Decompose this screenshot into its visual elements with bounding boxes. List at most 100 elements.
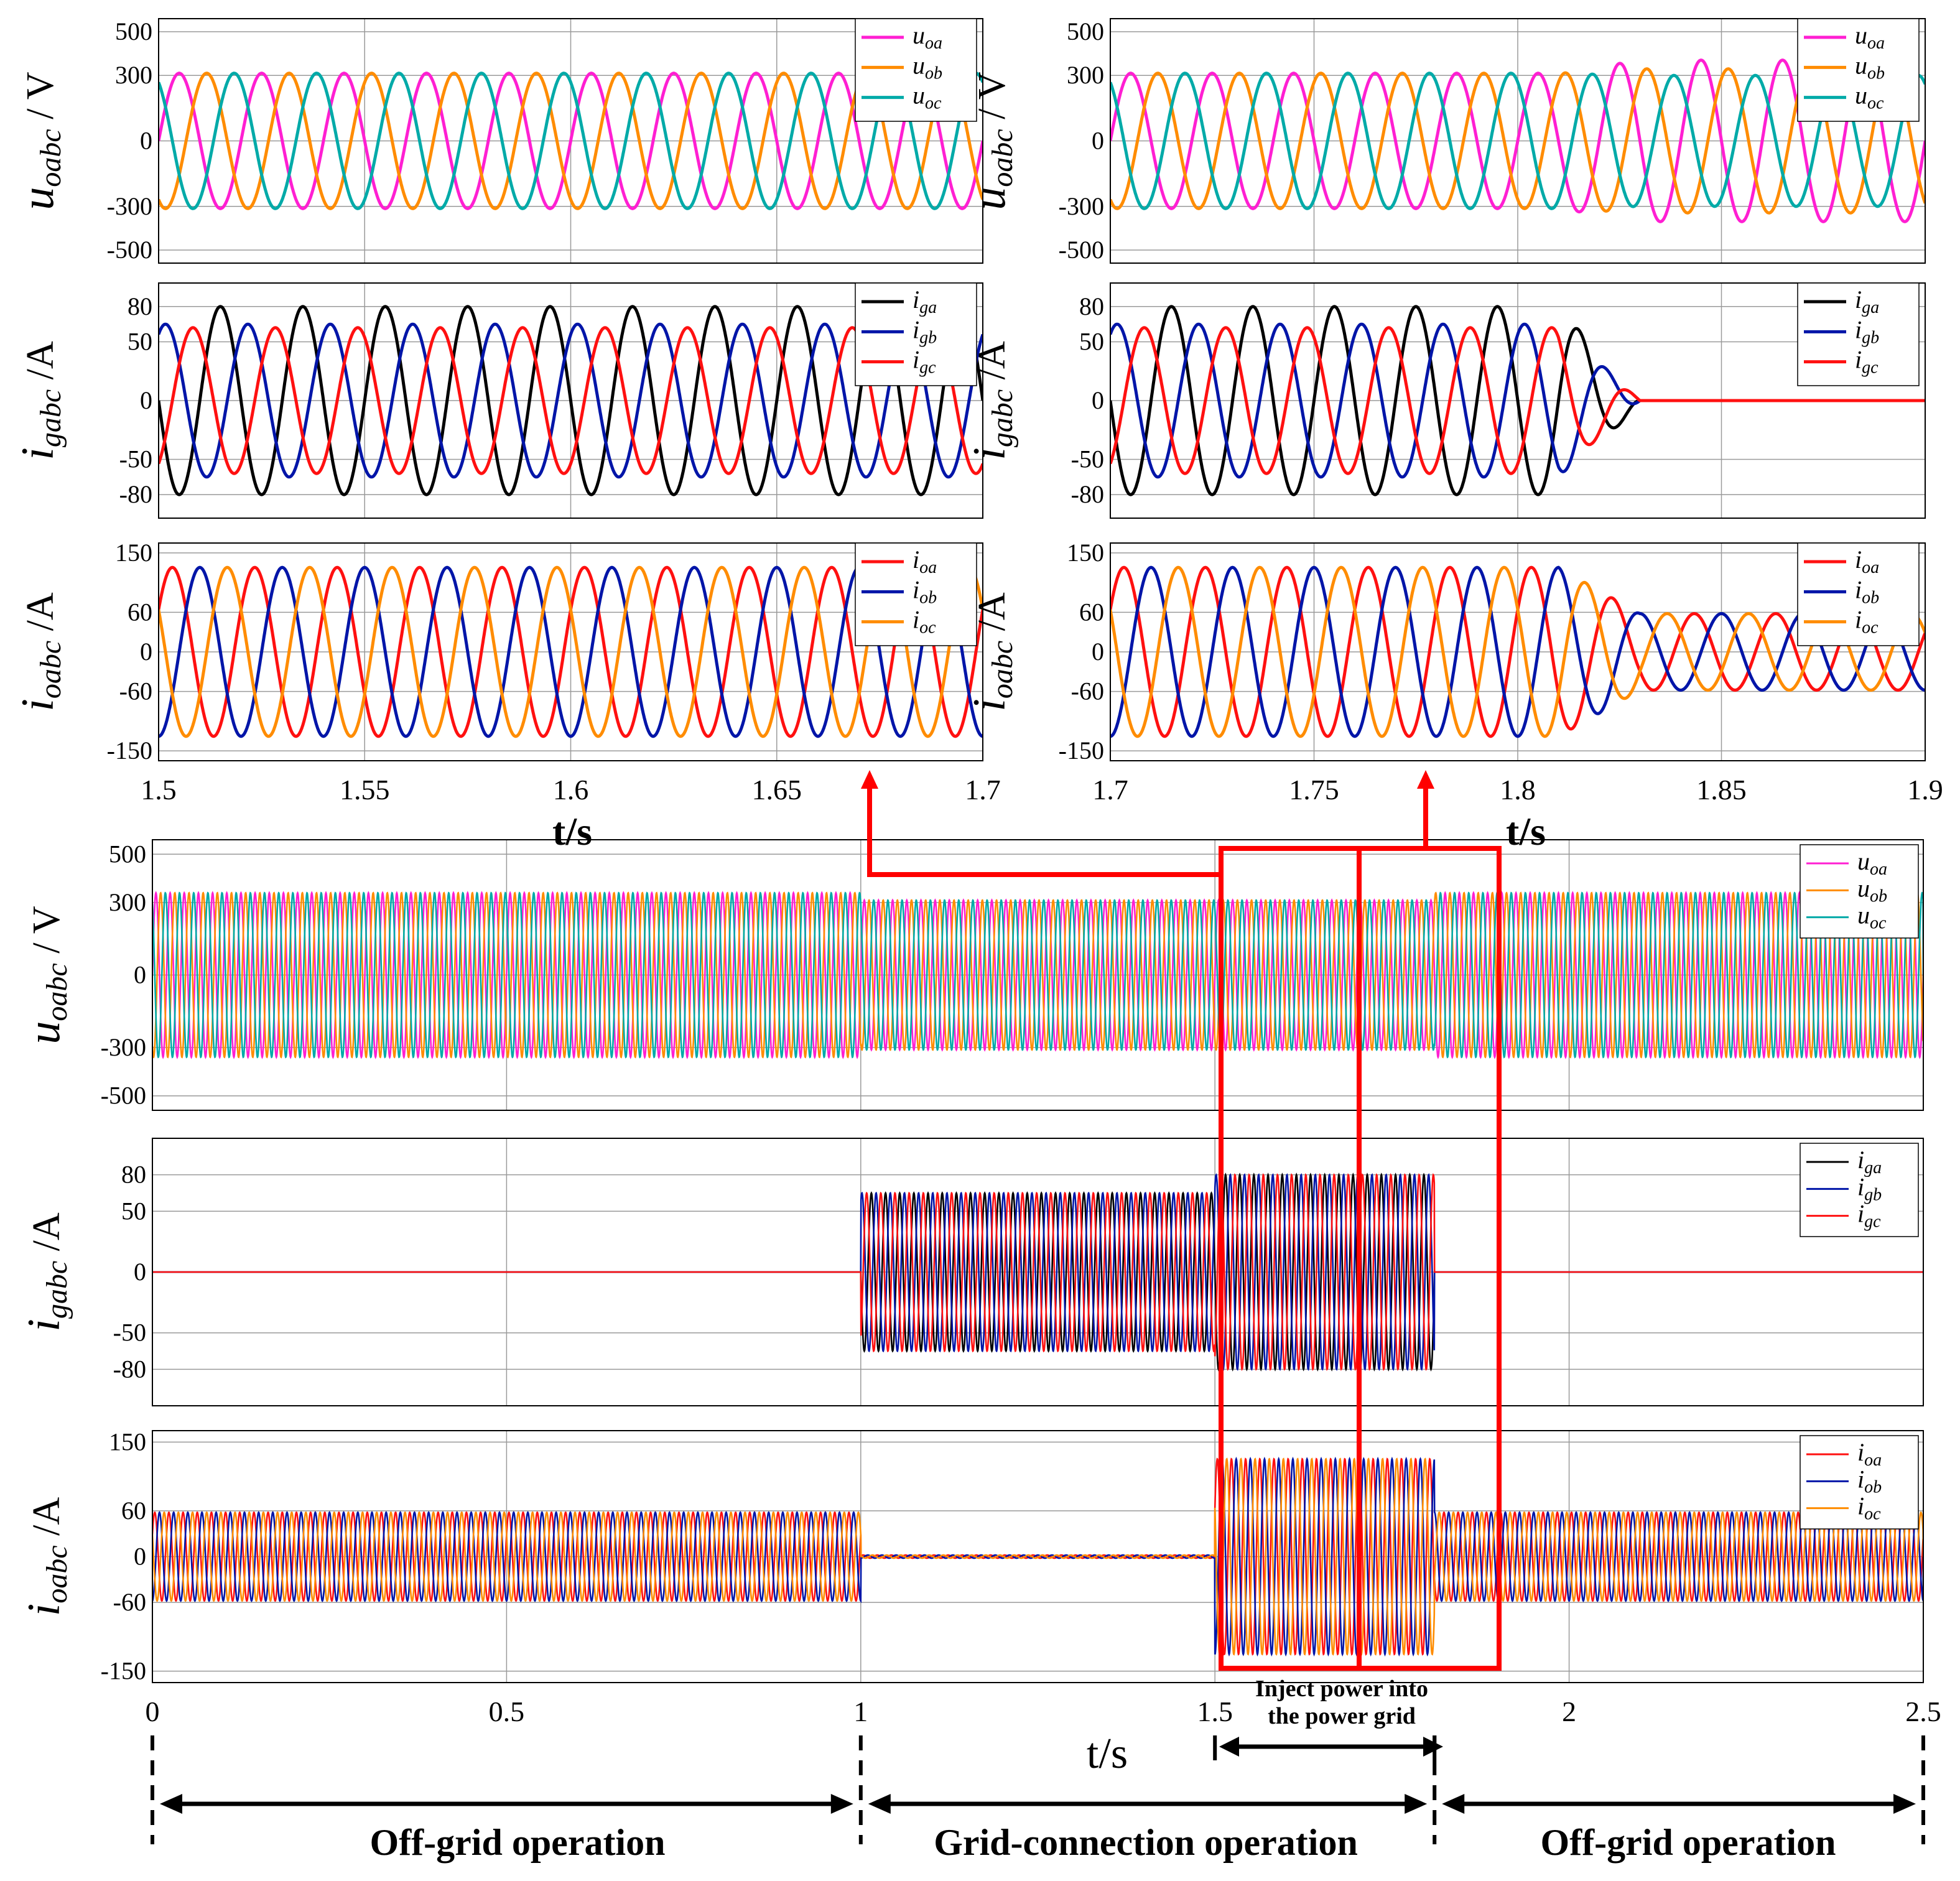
top-left-uoabc-ytick: 0 <box>140 127 152 155</box>
top-right-igabc-ylabel-main: i <box>964 447 1015 460</box>
bottom-ioabc-ylabel-sub: oabc <box>40 1545 73 1603</box>
top-left-ioabc-legend-label: iob <box>913 575 937 607</box>
top-right-igabc-legend-main: i <box>1855 286 1862 314</box>
top-left-ioabc-legend-label: ioc <box>913 606 936 638</box>
bottom-uoabc-ylabel-main: u <box>19 1021 70 1044</box>
top-left-uoabc-ytick: -500 <box>107 236 152 264</box>
top-right-igabc-ylabel-sub: gabc <box>986 389 1019 447</box>
bottom-ioabc-legend-label: ioc <box>1857 1492 1881 1524</box>
top-left-igabc-frame <box>158 282 983 519</box>
top-left-uoabc-line-uob <box>159 72 983 210</box>
top-left-ioabc-ytick: 60 <box>128 598 152 626</box>
bottom-ioabc-legend-sub: ob <box>1864 1477 1882 1497</box>
bottom-igabc-series <box>152 1173 1923 1372</box>
top-left-uoabc-legend-sub: ob <box>925 63 942 83</box>
top-left-igabc-ylabel-unit: /A <box>19 341 62 389</box>
top-right-uoabc-ylabel-sub: oabc <box>986 129 1019 187</box>
top-right-uoabc-legend-sub: ob <box>1867 63 1885 83</box>
top-right-uoabc-legend-main: u <box>1855 51 1867 79</box>
top-left-uoabc-line-uoa <box>159 72 983 210</box>
bottom-igabc-ytick: 80 <box>121 1161 146 1189</box>
top-right-uoabc-legend-label: uoc <box>1855 81 1884 113</box>
top-right-uoabc-line-uob <box>1110 67 1925 215</box>
bottom-ioabc-ytick: -60 <box>113 1588 146 1616</box>
top-right-ioabc-ylabel: ioabc /A <box>964 592 1019 712</box>
phase-label-grid-connection: Grid-connection operation <box>934 1822 1358 1863</box>
bottom-ioabc-line-ioc <box>152 1457 1923 1656</box>
bottom-ioabc-ytick: 60 <box>121 1497 146 1525</box>
top-right-igabc-series <box>1110 305 1925 496</box>
bottom-ioabc-xtick: 0 <box>146 1696 160 1727</box>
top-right-igabc-legend-label: iga <box>1855 286 1879 317</box>
top-right-uoabc-ytick: 300 <box>1067 61 1104 89</box>
top-right-ioabc-legend-sub: oa <box>1862 558 1879 577</box>
top-right-uoabc-legend-sub: oa <box>1867 34 1885 53</box>
top-right-uoabc-frame <box>1110 18 1926 264</box>
top-left-ioabc-ytick: -60 <box>119 677 152 705</box>
bottom-igabc-legend-main: i <box>1857 1146 1864 1174</box>
bottom-uoabc-ylabel: uoabc / V <box>19 906 73 1044</box>
top-right-uoabc-legend-label: uoa <box>1855 21 1885 53</box>
top-left-ioabc-legend-label: ioa <box>913 546 937 577</box>
bottom-igabc-legend-sub: gc <box>1864 1212 1881 1232</box>
top-right-ioabc-legend-sub: ob <box>1862 588 1879 607</box>
top-right-uoabc-line-uoc <box>1110 72 1925 210</box>
bottom-igabc-frame <box>152 1138 1924 1406</box>
phase-arrow-head-left <box>160 1794 182 1814</box>
bottom-uoabc-line-uob <box>152 891 1923 1059</box>
top-left-uoabc-ylabel-main: u <box>12 187 63 210</box>
top-left-igabc-ytick: 80 <box>128 292 152 320</box>
top-left-uoabc-frame <box>158 18 983 264</box>
top-right-uoabc-ytick: 0 <box>1092 127 1104 155</box>
top-left-uoabc-ylabel-unit: / V <box>19 72 62 129</box>
top-left-uoabc-legend-label: uoa <box>913 21 942 53</box>
bottom-ioabc-xtick: 1.5 <box>1197 1696 1233 1727</box>
bottom-ioabc-ytick: 150 <box>109 1428 146 1456</box>
top-left-ioabc-legend-main: i <box>913 606 919 634</box>
bottom-xlabel: t/s <box>1087 1730 1128 1778</box>
top-right-igabc-ylabel-unit: /A <box>971 341 1013 389</box>
bottom-uoabc-ylabel-sub: oabc <box>40 963 73 1021</box>
bottom-ioabc-xtick: 0.5 <box>489 1696 525 1727</box>
top-left-igabc-legend-label: igc <box>913 346 936 378</box>
bottom-ioabc-ylabel-main: i <box>19 1604 70 1617</box>
bottom-uoabc-ytick: 300 <box>109 888 146 916</box>
top-right-ioabc-series <box>1110 565 1925 738</box>
top-left-igabc-legend-sub: gb <box>919 328 937 347</box>
top-left-ioabc-ylabel-sub: oabc <box>34 641 67 699</box>
top-right-igabc-legend-label: igc <box>1855 346 1879 378</box>
bottom-igabc-legend-box <box>1800 1143 1919 1237</box>
top-right-uoabc-legend-main: u <box>1855 21 1867 49</box>
top-right-ioabc-ytick: -150 <box>1059 736 1104 764</box>
top-left-uoabc-legend-main: u <box>913 21 925 49</box>
top-left-ioabc-legend-sub: ob <box>919 588 937 607</box>
zoom-arrow-1-line <box>867 783 1221 877</box>
bottom-uoabc-ytick: -300 <box>101 1033 146 1061</box>
top-right-ioabc-legend-main: i <box>1855 575 1862 603</box>
top-left-igabc-ytick: 0 <box>140 386 152 414</box>
top-left-ioabc-ytick: -150 <box>107 736 152 764</box>
bottom-uoabc-legend-main: u <box>1857 874 1870 902</box>
top-right-ioabc-legend-main: i <box>1855 606 1862 634</box>
phase-label-offgrid-1: Off-grid operation <box>370 1822 666 1863</box>
phase-arrow-head-left <box>868 1794 891 1814</box>
bottom-igabc-ylabel-main: i <box>19 1319 70 1332</box>
top-left-igabc-legend-sub: gc <box>919 358 936 378</box>
top-left-igabc-ytick: -80 <box>119 480 152 508</box>
top-left-igabc-legend-sub: ga <box>919 298 937 317</box>
inject-interval-arrow <box>1219 1737 1443 1757</box>
bottom-ioabc-legend-label: iob <box>1857 1465 1882 1497</box>
top-left-igabc-legend-label: iga <box>913 286 937 317</box>
bottom-uoabc-series <box>152 891 1923 1059</box>
bottom-igabc-ylabel-sub: gabc <box>40 1261 73 1319</box>
top-right-igabc-legend-sub: gc <box>1862 358 1879 378</box>
